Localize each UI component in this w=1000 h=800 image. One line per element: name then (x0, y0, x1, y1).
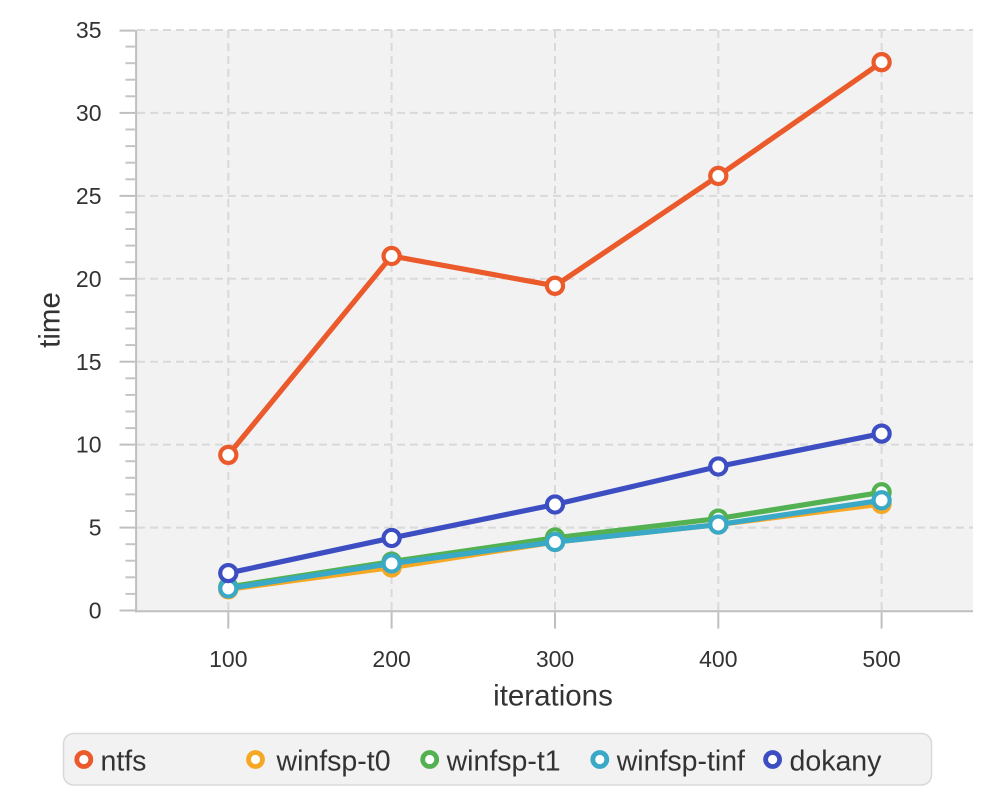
svg-text:500: 500 (862, 646, 900, 672)
svg-text:time: time (34, 292, 67, 348)
svg-text:5: 5 (89, 515, 102, 541)
svg-text:winfsp-t0: winfsp-t0 (276, 746, 391, 778)
svg-text:iterations: iterations (493, 679, 613, 712)
svg-text:35: 35 (76, 17, 102, 43)
svg-text:200: 200 (372, 646, 410, 672)
svg-text:10: 10 (76, 432, 102, 458)
svg-text:100: 100 (209, 646, 247, 672)
svg-text:dokany: dokany (790, 746, 883, 778)
svg-text:25: 25 (76, 183, 102, 209)
svg-text:15: 15 (76, 349, 102, 375)
svg-text:30: 30 (76, 100, 102, 126)
svg-text:ntfs: ntfs (101, 746, 147, 778)
svg-text:300: 300 (536, 646, 574, 672)
svg-text:winfsp-t1: winfsp-t1 (446, 746, 561, 778)
svg-text:winfsp-tinf: winfsp-tinf (616, 746, 745, 778)
svg-text:400: 400 (699, 646, 737, 672)
svg-text:0: 0 (89, 598, 102, 624)
svg-text:20: 20 (76, 266, 102, 292)
